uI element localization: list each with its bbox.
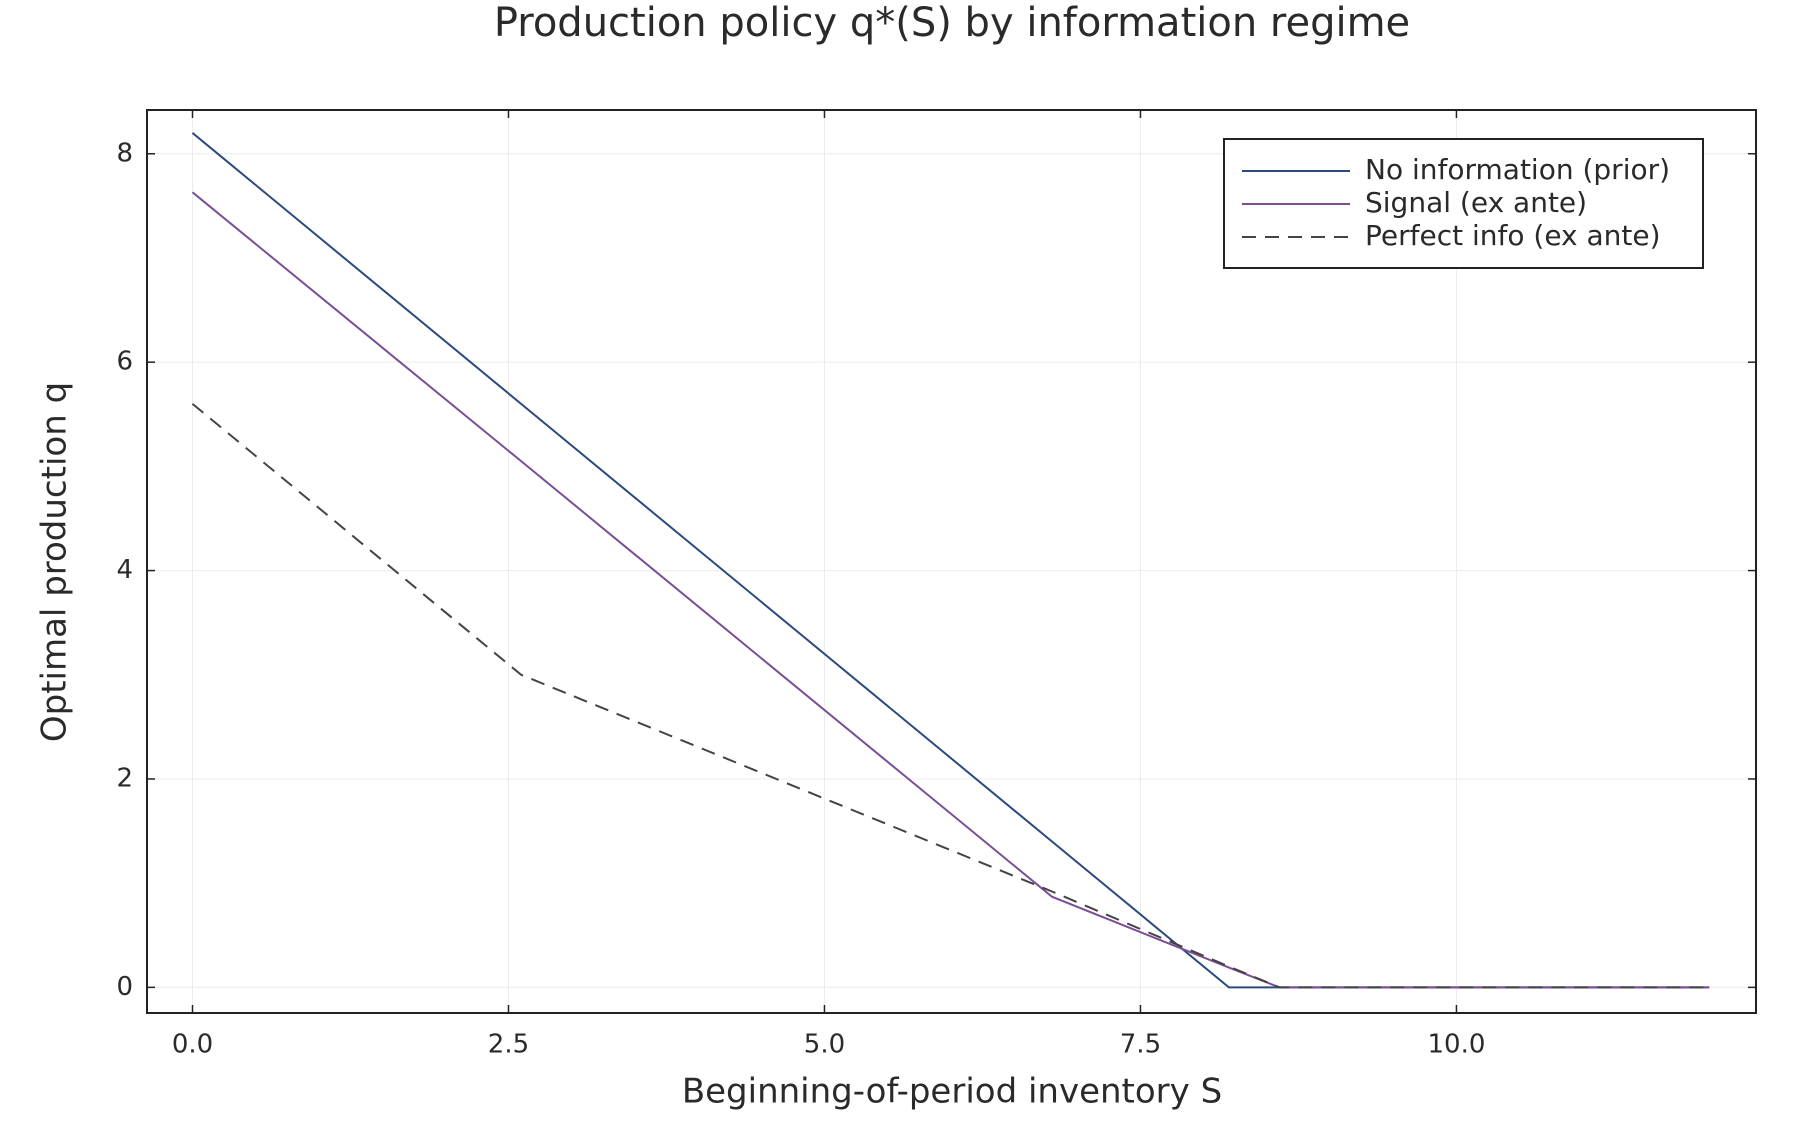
series-line bbox=[191, 403, 1710, 989]
y-tick-label: 0 bbox=[116, 972, 133, 1002]
series-line bbox=[191, 191, 1710, 989]
x-tick-label: 7.5 bbox=[1120, 1030, 1161, 1060]
x-axis-label: Beginning-of-period inventory S bbox=[682, 1072, 1222, 1112]
y-axis-label: Optimal production q bbox=[35, 382, 75, 742]
legend-label: Signal (ex ante) bbox=[1365, 186, 1587, 219]
y-tick-label: 6 bbox=[116, 347, 133, 377]
legend-label: Perfect info (ex ante) bbox=[1365, 219, 1661, 252]
legend-label: No information (prior) bbox=[1365, 153, 1670, 186]
x-tick-label: 2.5 bbox=[488, 1030, 529, 1060]
y-tick-label: 4 bbox=[116, 555, 133, 585]
chart-title: Production policy q*(S) by information r… bbox=[494, 0, 1410, 46]
y-tick-label: 2 bbox=[116, 763, 133, 793]
y-tick-label: 8 bbox=[116, 138, 133, 168]
x-tick-label: 10.0 bbox=[1428, 1030, 1486, 1060]
x-tick-label: 5.0 bbox=[804, 1030, 845, 1060]
plot-frame bbox=[146, 109, 1757, 1014]
x-tick-label: 0.0 bbox=[172, 1030, 213, 1060]
